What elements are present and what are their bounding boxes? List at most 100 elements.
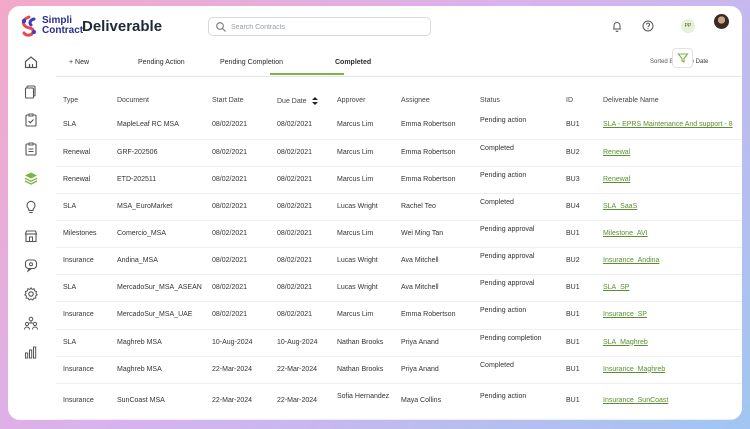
cell-id: BU1	[566, 229, 580, 237]
cell-start-date: 08/02/2021	[212, 229, 248, 237]
clipboard-list-icon[interactable]	[23, 141, 39, 157]
cell-document: MSA_EuroMarket	[117, 202, 173, 210]
sorted-by-label: Sorted By:	[650, 59, 679, 65]
filter-button[interactable]	[672, 48, 693, 68]
tab-pending-action[interactable]: Pending Action	[138, 59, 185, 66]
cell-approver: Lucas Wright	[337, 283, 378, 291]
cell-status: Pending action	[480, 171, 527, 179]
clipboard-check-icon[interactable]	[23, 112, 39, 128]
header-assignee[interactable]: Assignee	[401, 97, 430, 104]
cell-deliverable-name[interactable]: Insurance_Andina	[603, 256, 660, 264]
gear-icon[interactable]	[23, 286, 39, 302]
cell-type: SLA	[63, 202, 77, 210]
cell-deliverable-name[interactable]: SLA_Maghreb	[603, 338, 648, 346]
avatar[interactable]	[714, 14, 729, 29]
cell-status: Pending approval	[480, 279, 535, 287]
cell-start-date: 08/02/2021	[212, 283, 248, 291]
help-icon[interactable]	[641, 19, 655, 33]
tab-pending-completion[interactable]: Pending Completion	[220, 59, 284, 66]
table-row[interactable]: Renewal ETD-202511 08/02/2021 08/02/2021 Mar…	[56, 166, 742, 194]
cell-type: Insurance	[63, 397, 94, 404]
search-input[interactable]	[229, 20, 428, 35]
cell-due-date: 08/02/2021	[277, 311, 313, 318]
header-due-date[interactable]: Due Date	[277, 97, 318, 105]
tab-completed[interactable]: Completed	[335, 59, 372, 66]
cell-assignee: Ava Mitchell	[401, 256, 439, 264]
cell-start-date: 08/02/2021	[212, 311, 248, 318]
cell-start-date: 10-Aug-2024	[212, 338, 253, 346]
store-icon[interactable]	[23, 228, 39, 244]
cell-due-date: 08/02/2021	[277, 283, 313, 291]
cell-type: Insurance	[63, 311, 94, 318]
cell-id: BU4	[566, 202, 580, 210]
logo-line2: Contract	[42, 25, 84, 36]
cell-start-date: 08/02/2021	[212, 121, 248, 128]
cell-start-date: 08/02/2021	[212, 256, 248, 264]
logo-text: Simpli Contract	[42, 16, 83, 36]
home-icon[interactable]	[23, 54, 39, 70]
cell-deliverable-name[interactable]: SLA_SaaS	[603, 202, 638, 210]
cell-deliverable-name[interactable]: SLA_SP	[603, 283, 630, 291]
table-row[interactable]: SLA Maghreb MSA 10-Aug-2024 10-Aug-2024 Nath…	[56, 329, 742, 357]
filter-icon	[677, 53, 689, 63]
cell-assignee: Emma Robertson	[401, 121, 456, 128]
table-row[interactable]: Milestones Comercio_MSA 08/02/2021 08/02/20…	[56, 220, 742, 248]
cell-assignee: Emma Robertson	[401, 175, 456, 183]
search-icon	[216, 22, 226, 32]
cell-type: Insurance	[63, 365, 94, 373]
sorted-by-value[interactable]: Due Date	[683, 59, 709, 65]
chat-icon[interactable]	[23, 257, 39, 273]
cell-type: SLA	[63, 338, 77, 346]
header-status[interactable]: Status	[480, 97, 500, 104]
cell-assignee: Priya Anand	[401, 338, 439, 346]
search-box[interactable]	[208, 17, 431, 36]
cell-status: Completed	[480, 361, 514, 369]
table-row[interactable]: Renewal GRF-202506 08/02/2021 08/02/2021 Mar…	[56, 139, 742, 167]
tab-new[interactable]: + New	[69, 59, 90, 66]
header-id[interactable]: ID	[566, 97, 573, 104]
layers-icon[interactable]	[23, 170, 39, 186]
cell-status: Pending action	[480, 117, 527, 124]
cell-deliverable-name[interactable]: Insurance_SunCoast	[603, 397, 669, 404]
header-start-date[interactable]: Start Date	[212, 97, 244, 104]
logo-icon	[21, 15, 36, 37]
cell-assignee: Rachel Teo	[401, 202, 436, 210]
cell-approver: Sofia Hernandez	[337, 393, 390, 400]
cell-due-date: 08/02/2021	[277, 148, 313, 156]
cell-id: BU1	[566, 283, 580, 291]
table-row[interactable]: Insurance SunCoast MSA 22-Mar-2024 22-Mar-2…	[56, 383, 742, 420]
cell-type: Renewal	[63, 175, 91, 183]
table-row[interactable]: Insurance MercadoSur_MSA_UAE 08/02/2021 08/…	[56, 301, 742, 330]
header-approver[interactable]: Approver	[337, 97, 366, 104]
cell-due-date: 22-Mar-2024	[277, 397, 318, 404]
table-row[interactable]: Insurance Andina_MSA 08/02/2021 08/02/2021 L…	[56, 247, 742, 275]
cell-id: BU2	[566, 256, 580, 264]
header-type[interactable]: Type	[63, 97, 79, 104]
bulb-icon[interactable]	[23, 199, 39, 215]
cell-deliverable-name[interactable]: Renewal	[603, 175, 631, 183]
header-deliverable-name[interactable]: Deliverable Name	[603, 97, 659, 104]
cell-id: BU1	[566, 365, 580, 373]
cell-deliverable-name[interactable]: SLA - EPRS Maintenance And support - 8	[603, 121, 733, 128]
cell-approver: Lucas Wright	[337, 202, 378, 210]
user-initials-avatar[interactable]: PP	[681, 19, 695, 33]
table-row[interactable]: SLA MercadoSur_MSA_ASEAN 08/02/2021 08/02/2…	[56, 274, 742, 302]
bell-icon[interactable]	[610, 19, 624, 33]
sort-icon[interactable]	[311, 97, 318, 105]
table-row[interactable]: SLA MapleLeaf RC MSA 08/02/2021 08/02/2021 M…	[56, 111, 742, 140]
cell-document: Andina_MSA	[117, 256, 158, 264]
cell-approver: Marcus Lim	[337, 229, 374, 237]
cell-status: Pending action	[480, 393, 527, 400]
header-document[interactable]: Document	[117, 97, 149, 104]
cell-deliverable-name[interactable]: Renewal	[603, 148, 631, 156]
table-row[interactable]: Insurance Maghreb MSA 22-Mar-2024 22-Mar-20…	[56, 356, 742, 384]
cell-deliverable-name[interactable]: Insurance_SP	[603, 311, 647, 318]
cell-deliverable-name[interactable]: Milestone_AVI	[603, 229, 648, 237]
cell-deliverable-name[interactable]: Insurance_Maghreb	[603, 365, 666, 373]
cell-approver: Marcus Lim	[337, 148, 374, 156]
table-row[interactable]: SLA MSA_EuroMarket 08/02/2021 08/02/2021 Luc…	[56, 193, 742, 221]
cell-document: Maghreb MSA	[117, 365, 162, 373]
documents-icon[interactable]	[23, 83, 39, 99]
team-icon[interactable]	[23, 315, 39, 331]
bar-chart-icon[interactable]	[23, 344, 39, 360]
